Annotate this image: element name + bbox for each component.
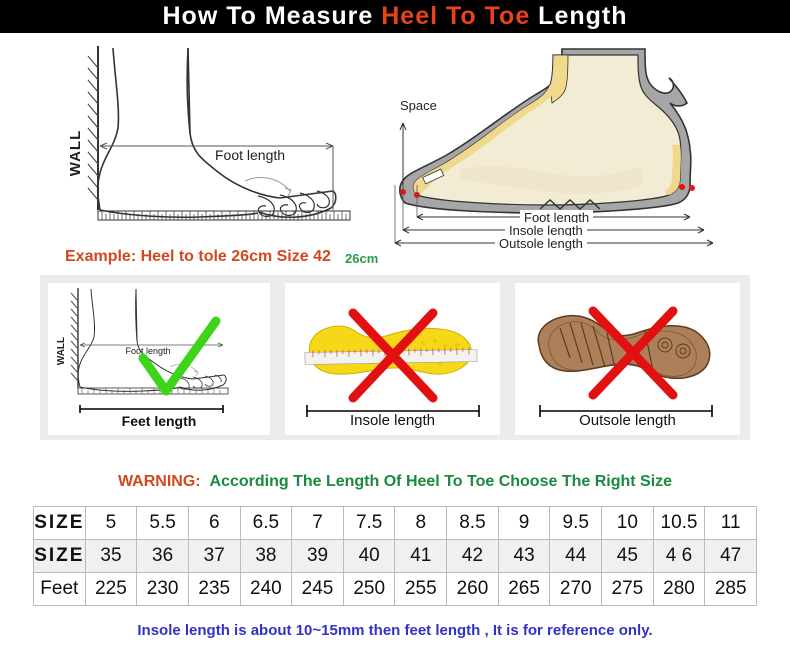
svg-text:WALL: WALL — [56, 337, 67, 365]
svg-text:WALL: WALL — [67, 130, 84, 177]
svg-text:Foot length: Foot length — [215, 147, 285, 163]
svg-text:Foot length: Foot length — [125, 346, 170, 356]
